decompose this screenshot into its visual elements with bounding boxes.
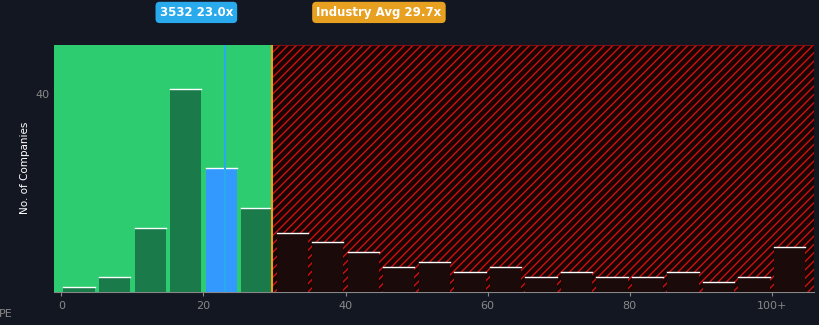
Bar	[525, 277, 556, 292]
Bar	[63, 287, 95, 292]
Bar	[241, 208, 272, 292]
Bar	[667, 272, 698, 292]
Bar	[312, 242, 343, 292]
Text: 3532 23.0x: 3532 23.0x	[160, 6, 233, 19]
Bar	[382, 267, 414, 292]
Bar	[738, 277, 769, 292]
Bar	[272, 45, 813, 292]
Bar	[99, 277, 130, 292]
Bar	[54, 45, 272, 292]
Bar	[134, 227, 165, 292]
Bar	[347, 252, 378, 292]
Bar	[631, 277, 663, 292]
Bar	[702, 282, 733, 292]
Bar	[595, 277, 627, 292]
Bar	[454, 272, 485, 292]
Text: PE: PE	[0, 309, 12, 319]
Bar	[276, 233, 307, 292]
Text: Industry Avg 29.7x: Industry Avg 29.7x	[316, 6, 441, 19]
Bar	[560, 272, 591, 292]
Y-axis label: No. of Companies: No. of Companies	[20, 122, 29, 214]
Bar	[206, 168, 237, 292]
Bar	[489, 267, 520, 292]
Bar	[773, 247, 804, 292]
Bar	[170, 89, 201, 292]
Bar	[419, 262, 450, 292]
